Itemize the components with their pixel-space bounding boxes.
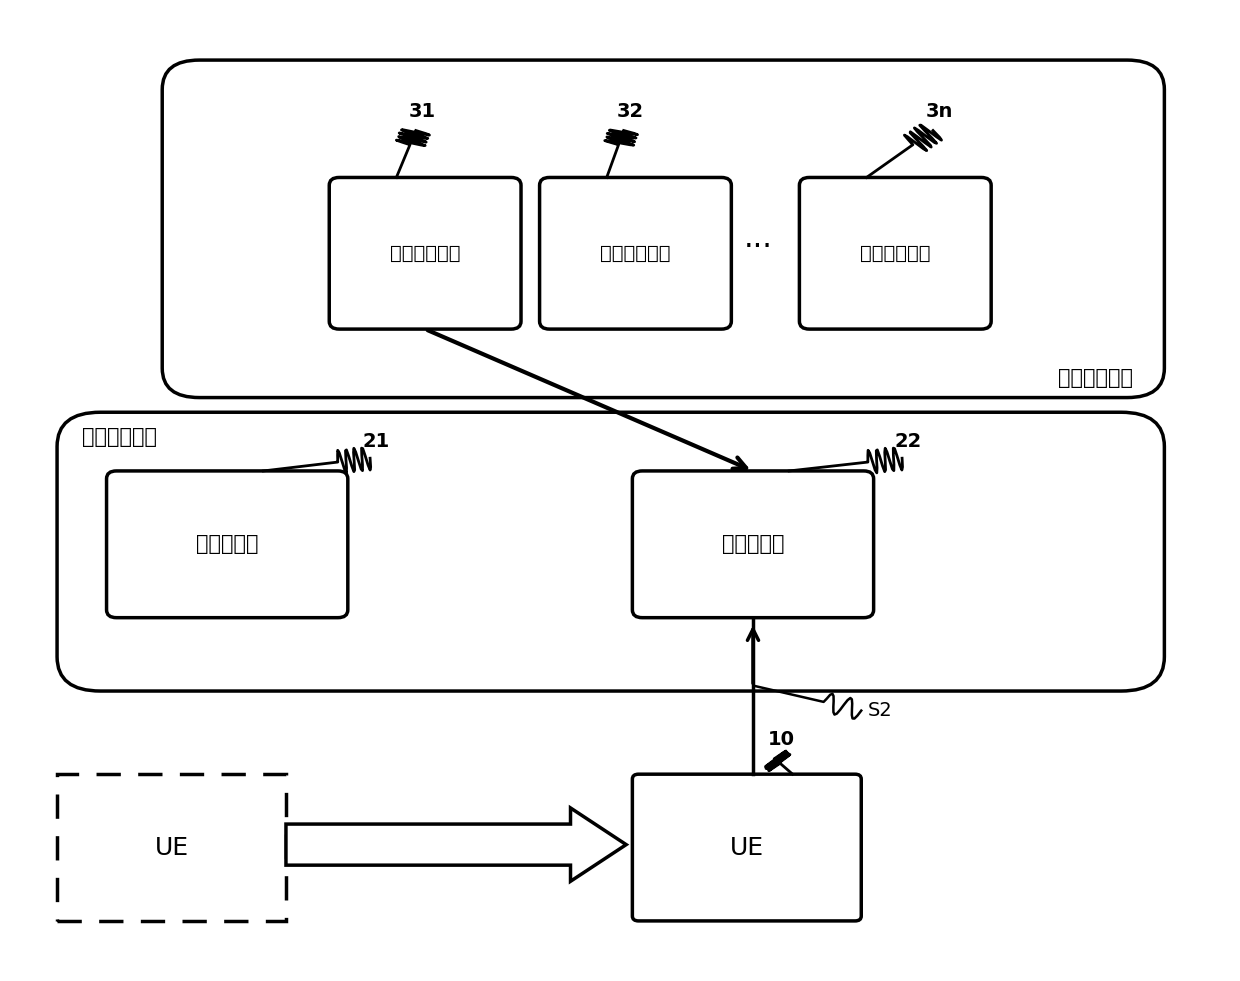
Text: 线路交换网络: 线路交换网络: [1059, 368, 1133, 387]
Text: 22: 22: [894, 433, 921, 451]
FancyBboxPatch shape: [162, 60, 1164, 397]
Text: 第２交换站: 第２交换站: [722, 535, 784, 554]
Text: 31: 31: [408, 102, 435, 121]
FancyBboxPatch shape: [632, 774, 862, 921]
Text: 10: 10: [768, 730, 795, 749]
Text: 3n: 3n: [925, 102, 952, 121]
Text: 位置登记装置: 位置登记装置: [861, 244, 930, 263]
Bar: [57, 774, 286, 921]
FancyArrow shape: [286, 808, 626, 881]
Text: S2: S2: [868, 701, 893, 720]
FancyBboxPatch shape: [539, 178, 732, 329]
FancyBboxPatch shape: [107, 471, 347, 618]
Text: 位置登记装置: 位置登记装置: [600, 244, 671, 263]
Text: UE: UE: [730, 836, 764, 859]
Text: ···: ···: [744, 233, 773, 262]
Text: 位置登记装置: 位置登记装置: [389, 244, 460, 263]
Text: 21: 21: [362, 433, 389, 451]
Text: UE: UE: [155, 836, 188, 859]
Text: 分组交换网络: 分组交换网络: [82, 427, 156, 447]
FancyBboxPatch shape: [632, 471, 874, 618]
Text: 第１交换站: 第１交换站: [196, 535, 258, 554]
FancyBboxPatch shape: [57, 412, 1164, 691]
FancyBboxPatch shape: [800, 178, 991, 329]
FancyBboxPatch shape: [330, 178, 521, 329]
Text: 32: 32: [616, 102, 644, 121]
